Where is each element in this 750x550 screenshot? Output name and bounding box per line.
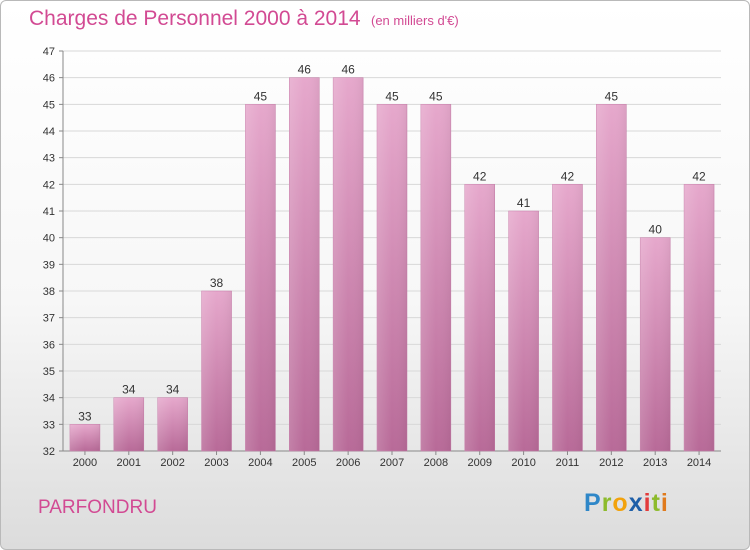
y-tick-label: 41 (43, 206, 55, 218)
logo-letter: i (660, 489, 669, 517)
data-label: 34 (122, 383, 136, 397)
logo-letter: o (612, 489, 629, 517)
data-label: 38 (210, 276, 224, 290)
y-tick-label: 47 (43, 46, 55, 58)
x-tick-label: 2005 (292, 457, 316, 469)
y-tick-label: 39 (43, 259, 55, 271)
chart-subtitle: (en milliers d'€) (371, 13, 459, 28)
bar-shine (157, 397, 188, 451)
y-tick-label: 43 (43, 153, 55, 165)
chart-title: Charges de Personnel 2000 à 2014 (29, 7, 361, 30)
y-tick-label: 46 (43, 73, 55, 85)
x-tick-label: 2013 (643, 457, 667, 469)
bars (69, 77, 715, 452)
bar-shine (596, 104, 627, 451)
x-tick-label: 2000 (73, 457, 97, 469)
data-label: 46 (298, 63, 312, 77)
bar-shine (464, 184, 495, 452)
data-label: 42 (692, 169, 706, 183)
labels: 32 33 34 35 36 37 38 39 40 41 42 43 44 45 46 47 2000 33 20… (43, 46, 712, 469)
bar-shine (640, 237, 671, 451)
x-tick-label: 2007 (380, 457, 404, 469)
logo-letter: x (628, 489, 644, 517)
proxiti-logo[interactable]: Proxiti (584, 489, 669, 518)
y-tick-label: 35 (43, 366, 55, 378)
x-tick-label: 2006 (336, 457, 360, 469)
logo-letter: P (584, 489, 602, 517)
y-tick-label: 44 (43, 126, 55, 138)
x-tick-label: 2010 (511, 457, 535, 469)
bar-shine (420, 104, 451, 451)
data-label: 33 (78, 409, 92, 423)
data-label: 41 (517, 196, 531, 210)
logo-letter: r (601, 489, 613, 517)
data-label: 34 (166, 383, 180, 397)
y-tick-label: 34 (43, 393, 55, 405)
place-name: PARFONDRU (38, 497, 157, 518)
bar-shine (245, 104, 276, 451)
y-tick-label: 33 (43, 419, 55, 431)
y-tick-label: 38 (43, 286, 55, 298)
logo-letter: t (651, 489, 661, 517)
bar-shine (684, 184, 715, 452)
data-label: 42 (561, 169, 575, 183)
x-tick-label: 2009 (467, 457, 491, 469)
logo-letter: i (643, 489, 652, 517)
x-tick-label: 2002 (160, 457, 184, 469)
bar-shine (201, 291, 232, 451)
y-tick-label: 45 (43, 99, 55, 111)
y-tick-label: 40 (43, 233, 55, 245)
data-label: 46 (341, 63, 355, 77)
x-tick-label: 2001 (117, 457, 141, 469)
data-label: 40 (649, 223, 663, 237)
bar-shine (552, 184, 583, 452)
bar-shine (289, 77, 320, 452)
x-tick-label: 2003 (204, 457, 228, 469)
bar-shine (377, 104, 407, 451)
y-tick-label: 36 (43, 339, 55, 351)
y-tick-label: 42 (43, 179, 55, 191)
bar-shine (333, 77, 364, 452)
x-tick-label: 2011 (556, 457, 580, 469)
data-label: 42 (473, 169, 487, 183)
data-label: 45 (429, 89, 443, 103)
x-tick-label: 2004 (248, 457, 272, 469)
y-tick-label: 37 (43, 313, 55, 325)
bar-shine (508, 211, 539, 451)
data-label: 45 (385, 89, 399, 103)
bar-shine (69, 424, 100, 451)
data-label: 45 (254, 89, 268, 103)
y-tick-label: 32 (43, 446, 55, 458)
x-tick-label: 2008 (424, 457, 448, 469)
x-tick-label: 2012 (599, 457, 623, 469)
bar-shine (113, 397, 144, 451)
data-label: 45 (605, 89, 619, 103)
x-tick-label: 2014 (687, 457, 711, 469)
